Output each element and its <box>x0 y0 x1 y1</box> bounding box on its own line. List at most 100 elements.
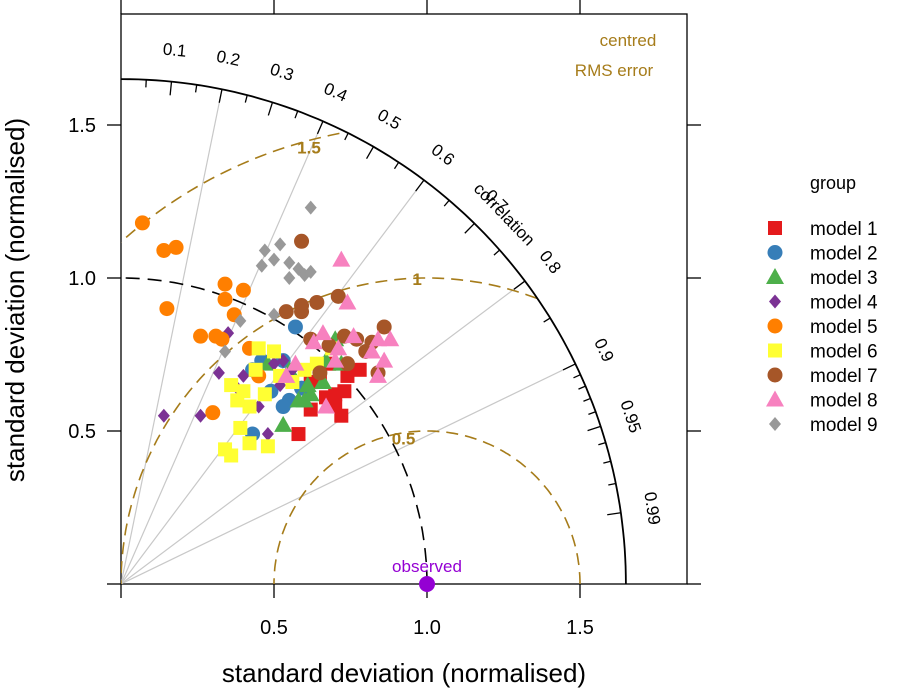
data-point <box>329 339 348 356</box>
correlation-label: 0.5 <box>374 105 404 133</box>
correlation-line <box>121 280 526 584</box>
correlation-tick <box>607 512 621 516</box>
data-point <box>268 252 280 267</box>
correlation-label: 0.8 <box>536 247 565 277</box>
data-point <box>194 408 207 423</box>
points-layer: observed <box>134 200 462 592</box>
correlation-tick <box>587 425 601 432</box>
data-point <box>362 342 381 359</box>
correlation-tick <box>244 94 248 103</box>
x-axis-label: standard deviation (normalised) <box>222 658 586 688</box>
data-point <box>157 408 170 423</box>
correlation-tick <box>513 280 526 290</box>
correlation-tick <box>573 374 581 379</box>
correlation-label: 0.2 <box>215 47 242 70</box>
data-point <box>304 264 317 279</box>
data-point <box>326 351 345 368</box>
correlation-tick <box>598 442 606 446</box>
x-tick-label: 1.5 <box>566 617 594 639</box>
correlation-label: 0.9 <box>590 335 617 365</box>
legend-label: model 5 <box>810 317 878 338</box>
rms-contour-label: 0.5 <box>392 429 416 448</box>
legend-key <box>767 367 783 383</box>
correlation-tick <box>294 110 299 119</box>
data-point <box>283 271 296 285</box>
correlation-tick <box>443 199 450 207</box>
data-point <box>224 448 239 463</box>
data-point <box>287 319 303 335</box>
data-point <box>304 333 323 350</box>
legend-key <box>766 268 784 284</box>
rms-contour <box>121 277 537 584</box>
data-point <box>235 282 251 298</box>
data-point <box>251 341 266 356</box>
data-point <box>212 365 225 380</box>
data-point <box>369 366 388 383</box>
data-point <box>156 242 172 258</box>
legend-label: model 6 <box>810 342 878 363</box>
data-point <box>214 331 230 347</box>
legend-label: model 8 <box>810 391 878 412</box>
correlation-label: 0.3 <box>268 60 296 85</box>
data-point <box>340 368 355 383</box>
correlation-label: 0.95 <box>616 398 644 435</box>
rms-contour-label: 1 <box>412 270 421 289</box>
plot-frame <box>120 13 688 585</box>
data-point <box>217 291 233 307</box>
y-tick-label: 0.5 <box>68 421 96 443</box>
correlation-tick <box>578 385 586 390</box>
legend-key <box>769 417 781 431</box>
rms-contour <box>121 132 340 243</box>
data-point <box>283 255 296 270</box>
data-point <box>234 313 247 328</box>
rms-contour-label: 1.5 <box>297 138 321 157</box>
observed-label: observed <box>392 557 462 576</box>
correlation-line <box>121 179 425 584</box>
data-point <box>219 344 232 359</box>
correlation-tick <box>415 179 425 192</box>
data-point <box>252 399 265 414</box>
data-point <box>159 301 175 317</box>
correlation-tick <box>493 249 501 256</box>
correlation-title: correlation <box>470 179 539 249</box>
correlation-line <box>121 89 223 584</box>
correlation-label: 0.6 <box>428 140 458 169</box>
data-point <box>261 427 274 442</box>
data-point <box>277 366 296 383</box>
legend-key <box>768 343 782 358</box>
data-point <box>242 399 257 414</box>
correlation-tick <box>218 89 223 103</box>
y-tick-label: 1.5 <box>68 115 96 137</box>
legend-label: model 7 <box>810 366 878 387</box>
y-axis-label: standard deviation (normalised) <box>0 118 30 482</box>
data-point <box>260 439 275 454</box>
legend-title: group <box>810 173 856 193</box>
correlation-tick <box>267 102 274 116</box>
outer-arc <box>120 78 627 585</box>
correlation-label: 0.99 <box>640 491 663 526</box>
legend: model 1 model 2 model 3 model 4 model 5 model… <box>766 219 878 436</box>
legend-label: model 2 <box>810 244 878 265</box>
data-point <box>330 288 346 304</box>
correlation-label: 0.1 <box>162 40 187 61</box>
data-point <box>352 362 367 377</box>
data-point <box>376 319 392 335</box>
data-point <box>294 233 310 249</box>
x-tick-label: 0.5 <box>260 617 288 639</box>
data-point <box>205 405 221 421</box>
correlation-tick <box>344 132 349 141</box>
correlation-tick <box>583 397 591 402</box>
data-point <box>312 365 328 381</box>
legend-key <box>766 390 784 407</box>
data-point <box>339 356 355 372</box>
data-point <box>309 294 325 310</box>
correlation-tick <box>562 363 576 371</box>
data-point <box>278 304 294 320</box>
data-point <box>313 373 332 390</box>
correlation-tick <box>194 84 198 93</box>
data-point <box>338 293 357 310</box>
data-point <box>332 250 351 267</box>
data-point <box>317 397 336 414</box>
data-point <box>295 391 314 408</box>
